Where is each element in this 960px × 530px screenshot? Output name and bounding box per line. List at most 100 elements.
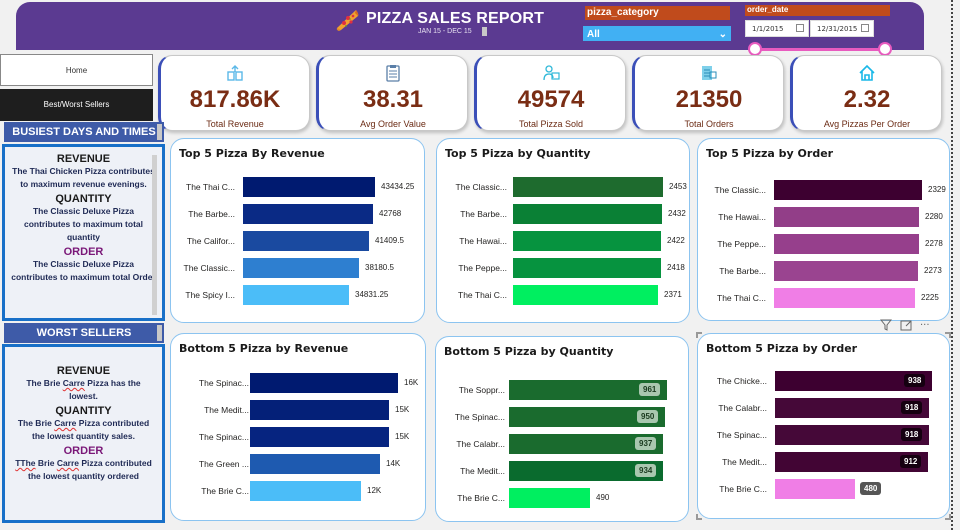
bar[interactable] bbox=[250, 373, 398, 393]
busiest-quantity-heading: QUANTITY bbox=[55, 193, 112, 205]
bar[interactable] bbox=[774, 234, 919, 254]
data-label: 918 bbox=[901, 401, 923, 414]
chart-card-top5-quantity[interactable]: Top 5 Pizza by Quantity The Classic... 245… bbox=[436, 138, 690, 323]
house-icon bbox=[859, 64, 875, 81]
chevron-down-icon: ⌄ bbox=[718, 29, 727, 40]
bar-row: The Thai C... 43434.25 bbox=[171, 176, 424, 198]
scrollbar[interactable] bbox=[157, 124, 162, 140]
bar[interactable] bbox=[243, 204, 373, 224]
text-span: Pizza contributed the lowest quantity sa… bbox=[32, 418, 150, 441]
bar-row: The Spinac... 16K bbox=[171, 372, 425, 394]
bar[interactable] bbox=[513, 258, 661, 278]
bar[interactable] bbox=[513, 177, 663, 197]
category-label: The Green ... bbox=[198, 459, 249, 469]
pizza-slice-icon bbox=[336, 10, 359, 31]
category-label: The Chicke... bbox=[716, 376, 767, 386]
date-range-slider[interactable] bbox=[755, 48, 885, 51]
end-date-value: 12/31/2015 bbox=[817, 25, 858, 33]
data-label: 2418 bbox=[667, 263, 685, 272]
category-label: The Brie C... bbox=[719, 484, 767, 494]
kpi-label: Total Pizza Sold bbox=[518, 119, 584, 129]
chart-card-bottom5-quantity[interactable]: Bottom 5 Pizza by Quantity The Soppr... 96… bbox=[435, 336, 689, 522]
report-subtitle: JAN 15 - DEC 15 bbox=[418, 28, 472, 35]
category-label: The Medit... bbox=[460, 466, 505, 476]
bar[interactable] bbox=[513, 204, 662, 224]
bar-row: The Calabr... 937 bbox=[436, 433, 688, 455]
best-worst-sellers-nav-button[interactable]: Best/Worst Sellers bbox=[0, 89, 153, 121]
resize-handle[interactable] bbox=[945, 332, 951, 338]
bar[interactable] bbox=[250, 427, 389, 447]
focus-mode-icon[interactable] bbox=[900, 319, 912, 331]
scrollbar[interactable] bbox=[152, 155, 157, 315]
chart-card-bottom5-revenue[interactable]: Bottom 5 Pizza by Revenue The Spinac... 16… bbox=[170, 333, 426, 521]
bar[interactable] bbox=[775, 452, 928, 472]
slider-start-handle[interactable] bbox=[748, 42, 762, 56]
bar[interactable] bbox=[250, 400, 389, 420]
text-span: Pizza has the lowest. bbox=[69, 378, 141, 401]
delivery-person-icon bbox=[543, 65, 560, 81]
bar[interactable] bbox=[774, 180, 922, 200]
chart-card-top5-order[interactable]: Top 5 Pizza by Order The Classic... 2329 Th… bbox=[697, 138, 950, 321]
report-title: PIZZA SALES REPORT bbox=[366, 10, 545, 27]
resize-handle[interactable] bbox=[696, 332, 702, 338]
kpi-card-total-pizza-sold: 49574 Total Pizza Sold bbox=[474, 55, 626, 131]
bar-row: The Peppe... 2278 bbox=[698, 233, 949, 255]
bar-row: The Califor... 41409.5 bbox=[171, 230, 424, 252]
bar[interactable] bbox=[774, 261, 918, 281]
chart-card-top5-revenue[interactable]: Top 5 Pizza By Revenue The Thai C... 43434… bbox=[170, 138, 425, 323]
kpi-card-total-revenue: 817.86K Total Revenue bbox=[158, 55, 310, 131]
bar[interactable] bbox=[250, 454, 380, 474]
bar[interactable] bbox=[509, 461, 663, 481]
title-group: PIZZA SALES REPORT bbox=[334, 6, 544, 32]
category-dropdown[interactable]: All ⌄ bbox=[583, 26, 731, 41]
category-label: The Thai C... bbox=[717, 293, 766, 303]
bar[interactable] bbox=[243, 177, 375, 197]
calendar-icon[interactable] bbox=[861, 24, 869, 32]
more-options-icon[interactable]: ··· bbox=[920, 319, 930, 331]
chart-card-bottom5-order[interactable]: Bottom 5 Pizza by Order The Chicke... 938 T… bbox=[696, 332, 951, 520]
kpi-value: 2.32 bbox=[843, 86, 891, 113]
bar-row: The Brie C... 480 bbox=[698, 478, 949, 500]
data-label: 15K bbox=[395, 405, 410, 414]
bar[interactable] bbox=[509, 407, 665, 427]
bar-row: The Barbe... 2432 bbox=[437, 203, 689, 225]
filter-icon[interactable] bbox=[880, 319, 892, 331]
bar[interactable] bbox=[509, 434, 663, 454]
bar[interactable] bbox=[250, 481, 361, 501]
scroll-handle[interactable] bbox=[482, 27, 487, 36]
bar[interactable] bbox=[243, 231, 369, 251]
resize-handle[interactable] bbox=[945, 514, 951, 520]
busiest-order-text: The Classic Deluxe Pizza contributes to … bbox=[11, 259, 156, 282]
category-label: The Medit... bbox=[722, 457, 767, 467]
bar[interactable] bbox=[775, 479, 855, 499]
data-label: 2280 bbox=[925, 212, 943, 221]
start-date-input[interactable]: 1/1/2015 bbox=[745, 20, 809, 37]
bar[interactable] bbox=[775, 371, 932, 391]
data-label: 2422 bbox=[667, 236, 685, 245]
bar[interactable] bbox=[243, 258, 359, 278]
bar[interactable] bbox=[513, 285, 658, 305]
bar[interactable] bbox=[774, 288, 915, 308]
category-label: The Barbe... bbox=[719, 266, 766, 276]
bar[interactable] bbox=[775, 425, 929, 445]
bar[interactable] bbox=[243, 285, 349, 305]
category-label: The Classic... bbox=[183, 263, 236, 273]
bar[interactable] bbox=[509, 488, 590, 508]
home-nav-button[interactable]: Home bbox=[0, 54, 153, 86]
calendar-icon[interactable] bbox=[796, 24, 804, 32]
resize-handle[interactable] bbox=[696, 514, 702, 520]
busiest-panel-heading: BUSIEST DAYS AND TIMES bbox=[4, 122, 164, 142]
slider-end-handle[interactable] bbox=[878, 42, 892, 56]
bar[interactable] bbox=[509, 380, 667, 400]
bar[interactable] bbox=[513, 231, 661, 251]
data-label: 961 bbox=[639, 383, 661, 396]
bar[interactable] bbox=[774, 207, 919, 227]
category-label: The Barbe... bbox=[188, 209, 235, 219]
category-label: The Spinac... bbox=[198, 378, 249, 388]
end-date-input[interactable]: 12/31/2015 bbox=[810, 20, 874, 37]
scrollbar[interactable] bbox=[157, 325, 162, 341]
category-label: The Spinac... bbox=[454, 412, 505, 422]
data-label: 12K bbox=[367, 486, 382, 495]
kpi-card-avg-order-value: 38.31 Avg Order Value bbox=[316, 55, 468, 131]
bar[interactable] bbox=[775, 398, 929, 418]
